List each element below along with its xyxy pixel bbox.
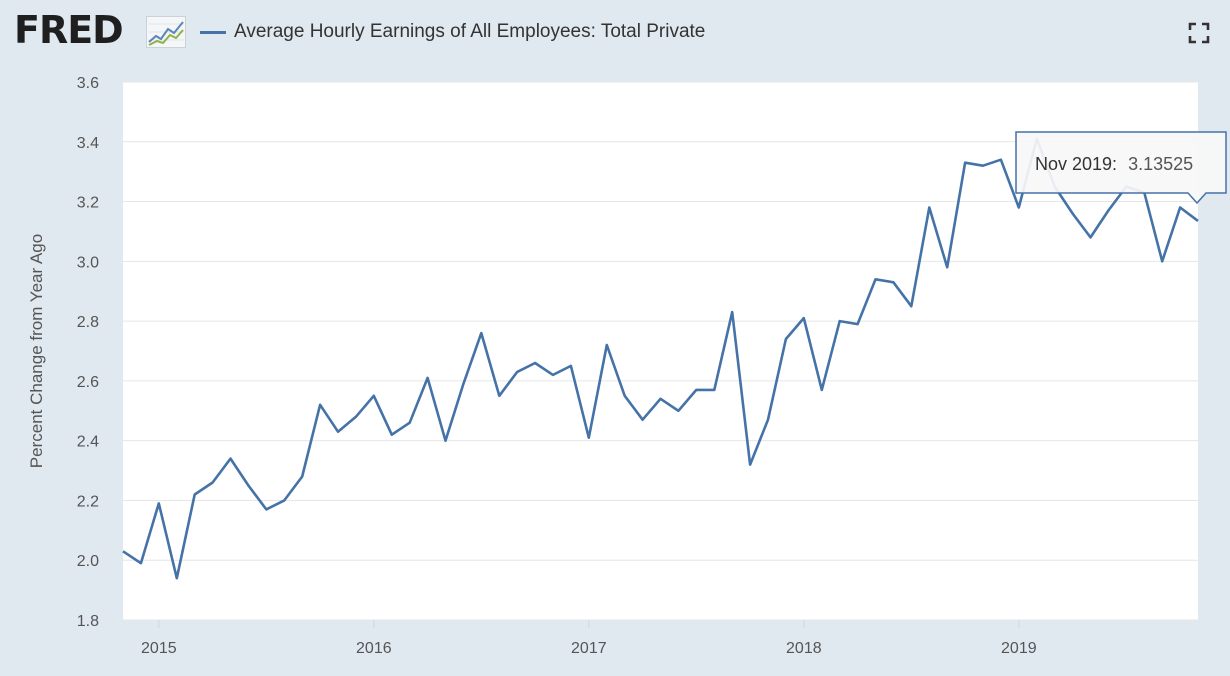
legend-swatch [200,31,226,34]
y-tick-label: 2.0 [77,553,99,570]
x-tick-label: 2016 [356,640,392,657]
fred-logo[interactable]: FRED [14,8,124,52]
legend-label[interactable]: Average Hourly Earnings of All Employees… [234,21,706,42]
line-graph-icon [146,16,186,48]
tooltip: Nov 2019: 3.13525 [1015,131,1227,205]
series-line[interactable] [122,137,1199,580]
y-tick-label: 2.4 [77,434,99,451]
x-tick-label: 2017 [571,640,607,657]
y-tick-label: 2.8 [77,314,99,331]
tooltip-date: Nov 2019: [1035,154,1117,174]
y-tick-label: 3.6 [77,75,99,92]
tooltip-value: 3.13525 [1128,154,1193,174]
y-axis-ticks: 1.8 2.0 2.2 2.4 2.6 2.8 3.0 3.2 3.4 3.6 [77,75,99,630]
tooltip-box [1015,131,1227,205]
y-tick-label: 3.2 [77,195,99,212]
fullscreen-icon[interactable] [1187,21,1211,45]
y-tick-label: 3.0 [77,254,99,271]
y-tick-label: 2.2 [77,493,99,510]
x-tick-label: 2019 [1001,640,1037,657]
chart-header: FRED Average Hourly Earnings of All Empl… [0,0,1230,70]
x-tick-label: 2015 [141,640,177,657]
x-tick-label: 2018 [786,640,822,657]
y-tick-label: 1.8 [77,613,99,630]
y-axis-label: Percent Change from Year Ago [27,234,46,468]
x-axis-ticks: 2015 2016 2017 2018 2019 [141,620,1037,657]
y-tick-label: 2.6 [77,374,99,391]
y-tick-label: 3.4 [77,135,99,152]
tooltip-text: Nov 2019: 3.13525 [1035,154,1193,174]
